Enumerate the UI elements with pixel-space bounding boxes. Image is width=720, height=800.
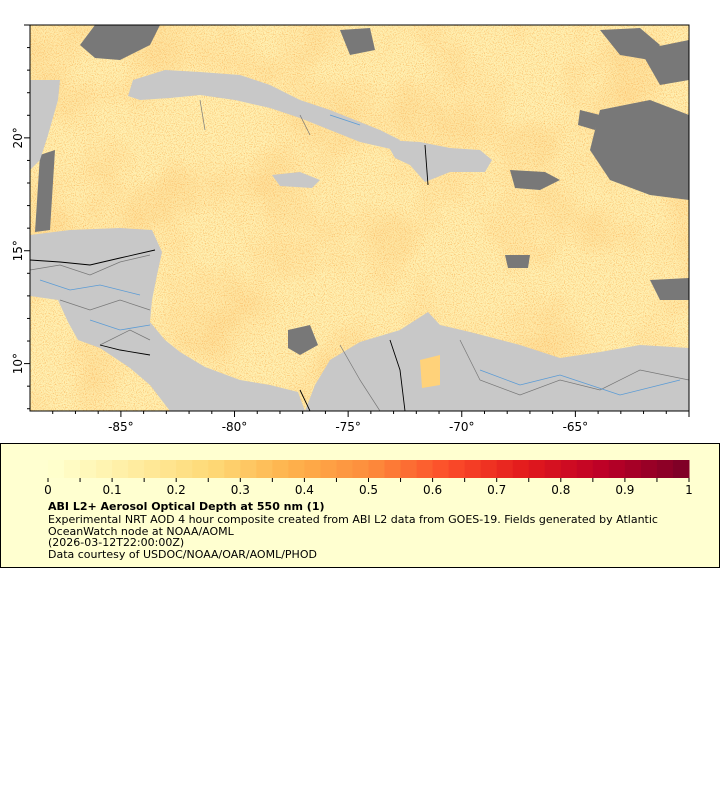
colorbar-tick-label: 0.2 xyxy=(167,483,186,497)
colorbar-swatch xyxy=(304,460,321,478)
colorbar-swatch xyxy=(224,460,241,478)
colorbar-swatch xyxy=(48,460,65,478)
x-tick-label: -65° xyxy=(563,420,589,434)
colorbar-swatch xyxy=(368,460,386,478)
colorbar-tick-label: 0 xyxy=(44,483,52,497)
colorbar-swatch xyxy=(384,460,402,478)
x-tick-label: -75° xyxy=(335,420,361,434)
y-tick-label: 15° xyxy=(11,240,25,261)
colorbar-swatch xyxy=(176,460,193,478)
y-tick-label: 20° xyxy=(11,127,25,148)
hispaniola xyxy=(385,140,492,182)
colorbar-swatch xyxy=(592,460,610,478)
x-tick-label: -85° xyxy=(108,420,134,434)
legend-description-text: Experimental NRT AOD 4 hour composite cr… xyxy=(48,513,658,538)
colorbar-swatch xyxy=(624,460,642,478)
country-borders xyxy=(30,144,429,411)
central-america xyxy=(30,228,305,411)
colorbar-swatch xyxy=(656,460,674,478)
gulf-venezuela xyxy=(420,355,440,388)
colorbar-swatch xyxy=(672,460,690,478)
legend-panel: 0 0.1 0.2 0.3 0.4 0.5 0.6 0.7 0.8 0.9 1 ABI L2+ Ae… xyxy=(0,443,720,568)
legend-timestamp: (2026-03-12T22:00:00Z) xyxy=(48,536,185,549)
map-frame xyxy=(29,24,690,412)
colorbar-swatch xyxy=(464,460,482,478)
colorbar-swatch xyxy=(288,460,305,478)
legend-credit: Data courtesy of USDOC/NOAA/OAR/AOML/PHO… xyxy=(48,547,317,561)
cloud-mask xyxy=(35,25,689,355)
colorbar-tick-label: 0.5 xyxy=(359,483,378,497)
colorbar-tick-label: 0.6 xyxy=(423,483,442,497)
colorbar-swatch xyxy=(512,460,530,478)
y-tick-label: 10° xyxy=(11,353,25,374)
colorbar-swatch xyxy=(352,460,369,478)
colorbar-swatch xyxy=(576,460,594,478)
colorbar-tick-label: 0.8 xyxy=(551,483,570,497)
legend-title: ABI L2+ Aerosol Optical Depth at 550 nm … xyxy=(48,500,325,513)
colorbar-swatch xyxy=(528,460,546,478)
rivers xyxy=(39,114,681,396)
yucatan xyxy=(30,80,60,170)
colorbar-swatch xyxy=(416,460,434,478)
colorbar-swatch xyxy=(192,460,209,478)
colorbar-swatch xyxy=(400,460,418,478)
colorbar-swatch xyxy=(256,460,273,478)
colorbar-swatch xyxy=(240,460,257,478)
colorbar: 0 0.1 0.2 0.3 0.4 0.5 0.6 0.7 0.8 0.9 1 xyxy=(44,460,693,497)
colorbar-swatch xyxy=(560,460,578,478)
legend-description: Experimental NRT AOD 4 hour composite cr… xyxy=(48,514,688,560)
colorbar-swatch xyxy=(544,460,562,478)
x-tick-label: -70° xyxy=(449,420,475,434)
colorbar-swatch xyxy=(80,460,97,478)
jamaica xyxy=(272,172,320,188)
colorbar-swatch xyxy=(272,460,289,478)
colorbar-tick-label: 0.1 xyxy=(103,483,122,497)
colorbar-tick-label: 0.4 xyxy=(295,483,314,497)
colorbar-swatch xyxy=(480,460,498,478)
aod-map[interactable]: -85° -80° -75° -70° -65° 20° 15° 10° xyxy=(0,0,720,440)
colorbar-swatch xyxy=(496,460,514,478)
colorbar-swatch xyxy=(160,460,177,478)
colorbar-swatch xyxy=(608,460,626,478)
colorbar-swatch xyxy=(320,460,337,478)
colorbar-swatch xyxy=(96,460,113,478)
colorbar-swatch xyxy=(144,460,161,478)
colorbar-tick-label: 0.7 xyxy=(487,483,506,497)
admin-borders xyxy=(30,99,689,411)
colorbar-swatch xyxy=(336,460,353,478)
colorbar-tick-label: 0.3 xyxy=(231,483,250,497)
colorbar-tick-label: 0.9 xyxy=(615,483,634,497)
colorbar-swatch xyxy=(432,460,450,478)
colorbar-swatch xyxy=(112,460,129,478)
x-tick-label: -80° xyxy=(222,420,248,434)
cuba xyxy=(128,70,400,150)
colorbar-swatch xyxy=(448,460,466,478)
colorbar-swatch xyxy=(640,460,658,478)
colorbar-tick-label: 1 xyxy=(685,483,693,497)
colorbar-swatch xyxy=(128,460,145,478)
colorbar-swatch xyxy=(208,460,225,478)
colorbar-swatch xyxy=(64,460,81,478)
